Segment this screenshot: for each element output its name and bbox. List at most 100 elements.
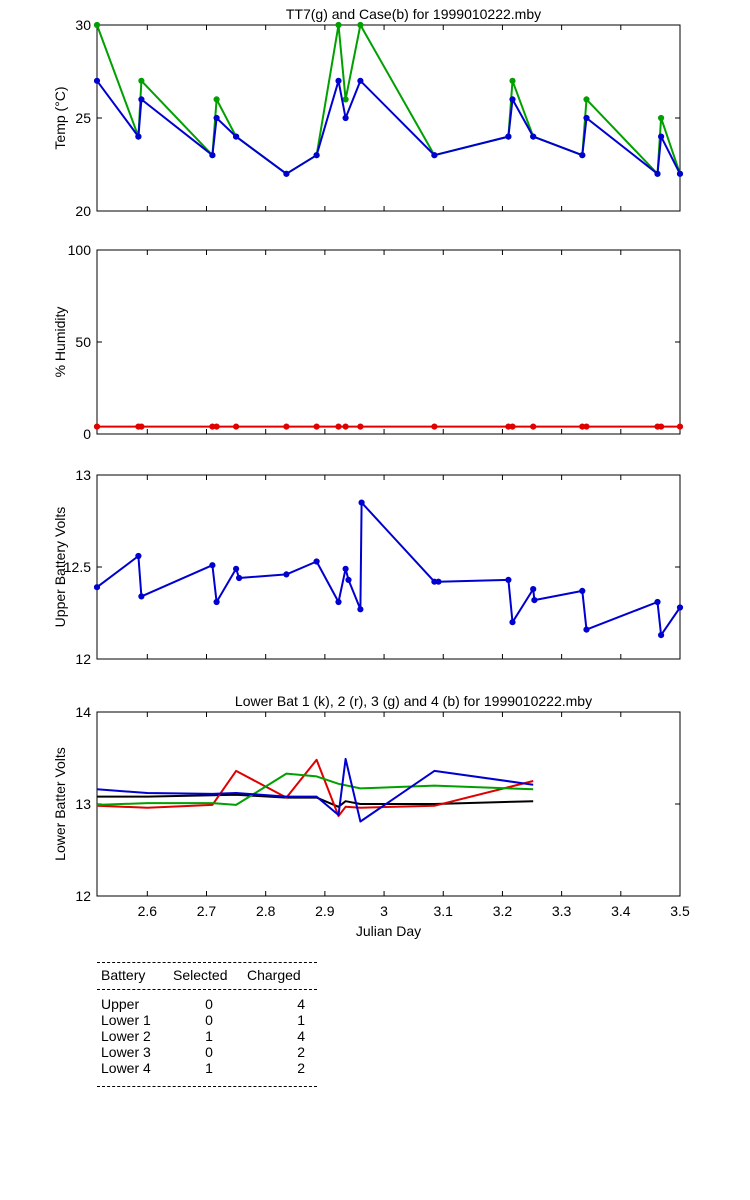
cell-battery: Lower 2 xyxy=(101,1028,151,1044)
data-point xyxy=(335,598,342,606)
y-tick-label: 12 xyxy=(75,651,91,667)
table-rule-top xyxy=(97,962,317,963)
data-point xyxy=(435,578,442,585)
data-point xyxy=(213,114,220,122)
data-point xyxy=(135,133,142,140)
table-header: Battery Selected Charged xyxy=(97,963,317,989)
header-charged: Charged xyxy=(247,967,301,983)
data-point xyxy=(530,586,537,593)
data-point xyxy=(530,133,537,140)
data-point xyxy=(335,423,342,430)
data-point xyxy=(676,604,684,611)
y-tick-label: 0 xyxy=(83,426,91,442)
x-tick-label: 2.8 xyxy=(256,903,276,919)
data-point xyxy=(357,77,364,84)
data-point xyxy=(213,423,220,430)
data-point xyxy=(313,423,320,430)
data-point xyxy=(209,562,216,569)
data-point xyxy=(509,77,516,84)
data-point xyxy=(93,423,101,430)
data-point xyxy=(505,133,512,140)
y-axis-label: Upper Battery Volts xyxy=(52,507,68,628)
y-tick-label: 25 xyxy=(75,110,91,126)
cell-charged: 1 xyxy=(297,1012,305,1028)
data-point xyxy=(676,423,684,430)
data-point xyxy=(93,584,101,591)
x-axis-label: Julian Day xyxy=(356,923,421,939)
data-point xyxy=(233,133,240,140)
x-tick-label: 2.6 xyxy=(138,903,158,919)
cell-charged: 4 xyxy=(297,996,305,1012)
data-point xyxy=(654,598,661,606)
data-point xyxy=(358,499,365,506)
table-body: Upper 0 4 Lower 1 0 1 Lower 2 1 4 Lower … xyxy=(97,990,317,1086)
y-tick-label: 13 xyxy=(75,467,91,483)
table-rule-bottom xyxy=(97,1086,317,1087)
series-line-1 xyxy=(97,793,534,808)
data-point xyxy=(583,114,590,122)
data-point xyxy=(313,152,320,159)
data-point xyxy=(233,565,240,572)
data-point xyxy=(658,133,665,140)
x-tick-label: 3.4 xyxy=(611,903,631,919)
data-point xyxy=(658,114,665,122)
plot-frame xyxy=(96,249,681,435)
x-tick-label: 3.3 xyxy=(552,903,572,919)
data-point xyxy=(342,565,349,572)
y-axis-label: % Humidity xyxy=(52,307,68,378)
table-row: Lower 3 0 2 xyxy=(97,1044,317,1060)
table-row: Lower 4 1 2 xyxy=(97,1060,317,1076)
x-tick-label: 3.2 xyxy=(493,903,513,919)
data-point xyxy=(357,606,364,613)
x-tick-label: 3 xyxy=(380,903,388,919)
chart-title: TT7(g) and Case(b) for 1999010222.mby xyxy=(286,6,541,22)
y-tick-label: 14 xyxy=(75,704,91,720)
data-point xyxy=(509,423,516,430)
data-point xyxy=(283,423,290,430)
table-row: Lower 2 1 4 xyxy=(97,1028,317,1044)
cell-battery: Lower 4 xyxy=(101,1060,151,1076)
data-point xyxy=(345,576,352,584)
data-point xyxy=(357,423,364,430)
data-point xyxy=(357,21,364,29)
data-point xyxy=(313,558,320,565)
data-point xyxy=(236,574,243,582)
cell-battery: Lower 1 xyxy=(101,1012,151,1028)
cell-battery: Upper xyxy=(101,996,140,1012)
data-point xyxy=(335,21,342,29)
data-point xyxy=(579,152,586,159)
x-tick-label: 2.7 xyxy=(197,903,217,919)
cell-selected: 1 xyxy=(205,1028,213,1044)
data-point xyxy=(583,626,590,633)
data-point xyxy=(283,571,290,578)
data-point xyxy=(676,170,684,177)
cell-charged: 4 xyxy=(297,1028,305,1044)
series-line-2 xyxy=(96,758,534,817)
y-tick-label: 20 xyxy=(75,203,91,219)
cell-selected: 0 xyxy=(205,1044,213,1060)
table-rule-mid xyxy=(97,989,317,990)
series-line-3 xyxy=(96,772,534,806)
header-selected: Selected xyxy=(173,967,228,983)
cell-selected: 0 xyxy=(205,1012,213,1028)
data-point xyxy=(658,632,665,639)
data-point xyxy=(531,597,538,604)
series-line-Case xyxy=(96,79,681,175)
data-point xyxy=(233,423,240,430)
x-tick-label: 2.9 xyxy=(315,903,335,919)
chart-title: Lower Bat 1 (k), 2 (r), 3 (g) and 4 (b) … xyxy=(235,693,592,709)
data-point xyxy=(583,96,590,103)
data-point xyxy=(342,114,349,122)
data-point xyxy=(509,96,516,103)
y-tick-label: 13 xyxy=(75,796,91,812)
data-point xyxy=(213,598,220,606)
y-axis-label: Temp (°C) xyxy=(52,86,68,149)
data-point xyxy=(342,96,349,103)
data-point xyxy=(135,552,142,560)
data-point xyxy=(283,170,290,177)
y-tick-label: 30 xyxy=(75,17,91,33)
table-row: Lower 1 0 1 xyxy=(97,1012,317,1028)
series-line-4 xyxy=(96,757,534,823)
data-point xyxy=(138,77,145,84)
cell-battery: Lower 3 xyxy=(101,1044,151,1060)
